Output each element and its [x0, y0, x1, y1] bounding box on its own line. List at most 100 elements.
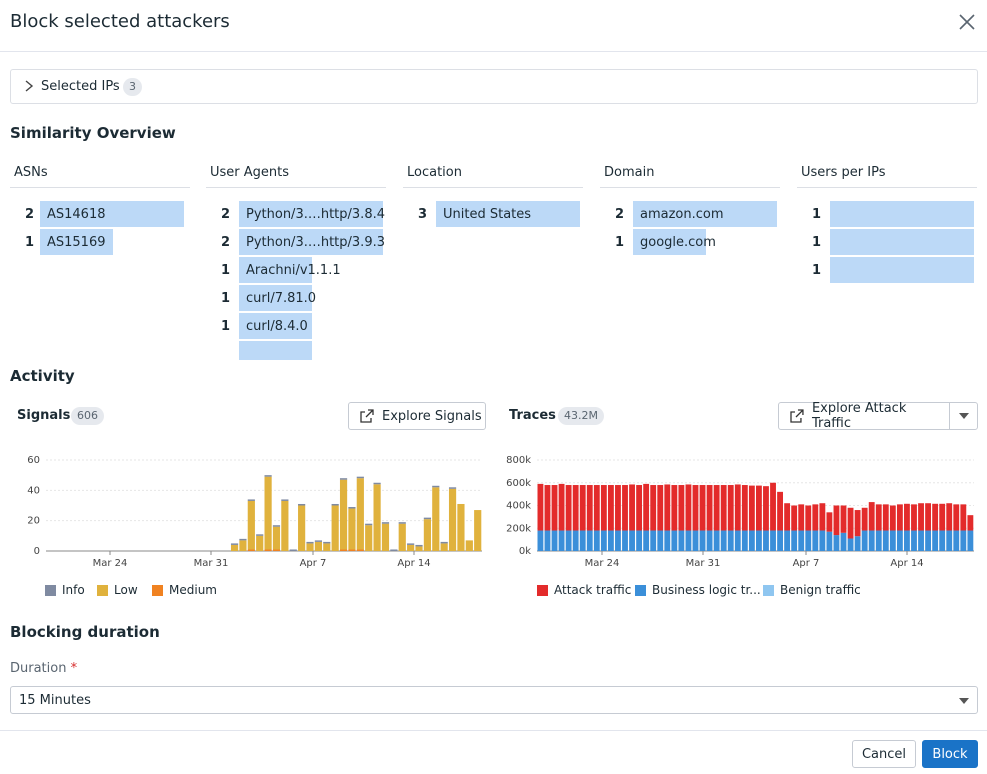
chart-bar: [544, 530, 551, 551]
legend-item[interactable]: Low: [97, 583, 138, 597]
caret-down-icon: [958, 413, 969, 419]
chart-bar: [763, 486, 769, 531]
list-item[interactable]: 2 Python/3.…http/3.9.3: [206, 229, 386, 257]
chart-bar: [748, 530, 755, 551]
x-tick-label: Mar 24: [93, 558, 128, 569]
duration-label-row: Duration *: [10, 661, 77, 676]
cancel-button[interactable]: Cancel: [852, 740, 916, 768]
chart-bar: [239, 538, 247, 541]
chart-bar: [239, 540, 247, 551]
chart-bar: [713, 530, 720, 551]
similarity-heading: Similarity Overview: [10, 124, 176, 142]
chart-bar: [706, 485, 713, 531]
dialog-footer: Cancel Block: [0, 730, 987, 774]
legend-swatch: [152, 584, 163, 596]
chart-bar: [692, 530, 699, 551]
chart-bar: [854, 510, 861, 537]
chart-bar: [600, 485, 607, 531]
legend-item[interactable]: Info: [45, 583, 85, 597]
chart-bar: [953, 504, 960, 531]
legend-swatch: [635, 584, 646, 596]
x-tick-label: Apr 7: [793, 558, 820, 569]
chart-bar: [727, 530, 734, 551]
chart-bar: [812, 530, 819, 551]
list-item[interactable]: 3 United States: [403, 201, 583, 229]
similarity-column-asns: ASNs 2 AS14618 1 AS15169: [10, 160, 190, 257]
list-item[interactable]: 1: [797, 257, 977, 285]
list-item[interactable]: 1 Arachni/v1.1.1: [206, 257, 386, 285]
list-item[interactable]: 1 curl/8.4.0: [206, 313, 386, 341]
column-header: ASNs: [10, 160, 190, 188]
chart-bar: [741, 530, 748, 551]
duration-select[interactable]: 15 Minutes: [10, 686, 978, 714]
chart-bar: [247, 499, 255, 501]
list-item[interactable]: 1: [797, 201, 977, 229]
y-tick-label: 400k: [506, 501, 531, 512]
legend-swatch: [537, 584, 548, 596]
chart-bar: [896, 504, 903, 531]
list-item[interactable]: 1: [797, 229, 977, 257]
chart-bar: [264, 549, 272, 551]
row-count: 1: [220, 263, 230, 278]
chart-bar: [586, 485, 593, 531]
chart-bar: [960, 504, 967, 531]
chart-bar: [474, 510, 482, 551]
chart-bar: [448, 488, 457, 551]
chart-bar: [572, 485, 579, 531]
external-link-icon: [360, 409, 374, 423]
list-item[interactable]: 2 AS14618: [10, 201, 190, 229]
y-tick-label: 200k: [506, 523, 531, 534]
y-tick-label: 60: [27, 455, 40, 466]
row-count: 1: [24, 235, 34, 250]
chart-bar: [791, 505, 798, 531]
chart-bar: [685, 484, 692, 531]
chart-bar: [356, 549, 364, 551]
legend-item[interactable]: Business logic tr...: [635, 583, 761, 597]
similarity-column-users-per-ips: Users per IPs 1 1 1: [797, 160, 977, 285]
explore-attack-traffic-label: Explore Attack Traffic: [811, 401, 907, 431]
chart-bar: [657, 485, 664, 531]
row-count: 2: [220, 207, 230, 222]
chart-bar: [777, 491, 783, 531]
list-item[interactable]: 2 amazon.com: [600, 201, 780, 229]
legend-item[interactable]: Benign traffic: [763, 583, 861, 597]
y-tick-label: 0k: [519, 546, 531, 557]
chart-bar: [314, 540, 322, 542]
list-item[interactable]: 1 curl/7.81.0: [206, 285, 386, 313]
explore-signals-button[interactable]: Explore Signals: [348, 402, 486, 430]
legend-item[interactable]: Medium: [152, 583, 217, 597]
legend-label: Info: [62, 583, 85, 597]
block-button[interactable]: Block: [922, 740, 978, 768]
y-tick-label: 600k: [506, 478, 531, 489]
chart-bar: [671, 485, 678, 531]
signals-label: Signals: [17, 408, 71, 423]
list-item[interactable]: 2 Python/3.…http/3.8.4: [206, 201, 386, 229]
legend-label: Medium: [169, 583, 217, 597]
list-item[interactable]: 1 AS15169: [10, 229, 190, 257]
chart-bar: [339, 478, 348, 480]
chart-bar: [615, 530, 621, 551]
chart-bar: [819, 530, 826, 551]
chart-bar: [423, 517, 431, 520]
chart-bar: [918, 530, 924, 551]
list-item[interactable]: 1 google.com: [600, 229, 780, 257]
selected-ips-toggle[interactable]: Selected IPs 3: [10, 69, 978, 104]
chart-bar: [939, 503, 946, 531]
chart-bar: [593, 530, 600, 551]
chart-bar: [629, 530, 635, 551]
legend-label: Benign traffic: [780, 583, 861, 597]
chart-bar: [868, 502, 875, 531]
row-count: 2: [24, 207, 34, 222]
chart-bar: [671, 530, 678, 551]
chart-bar: [727, 485, 734, 531]
chart-bar: [629, 484, 635, 531]
close-icon[interactable]: [956, 11, 978, 33]
explore-options-dropdown[interactable]: [949, 402, 978, 430]
legend-item[interactable]: Attack traffic: [537, 583, 631, 597]
row-label: United States: [443, 207, 532, 222]
legend-swatch: [97, 584, 108, 596]
chart-bar: [407, 543, 415, 545]
selected-ips-label: Selected IPs: [41, 79, 120, 94]
chart-bar: [904, 503, 910, 531]
explore-attack-traffic-button[interactable]: Explore Attack Traffic: [778, 401, 950, 431]
